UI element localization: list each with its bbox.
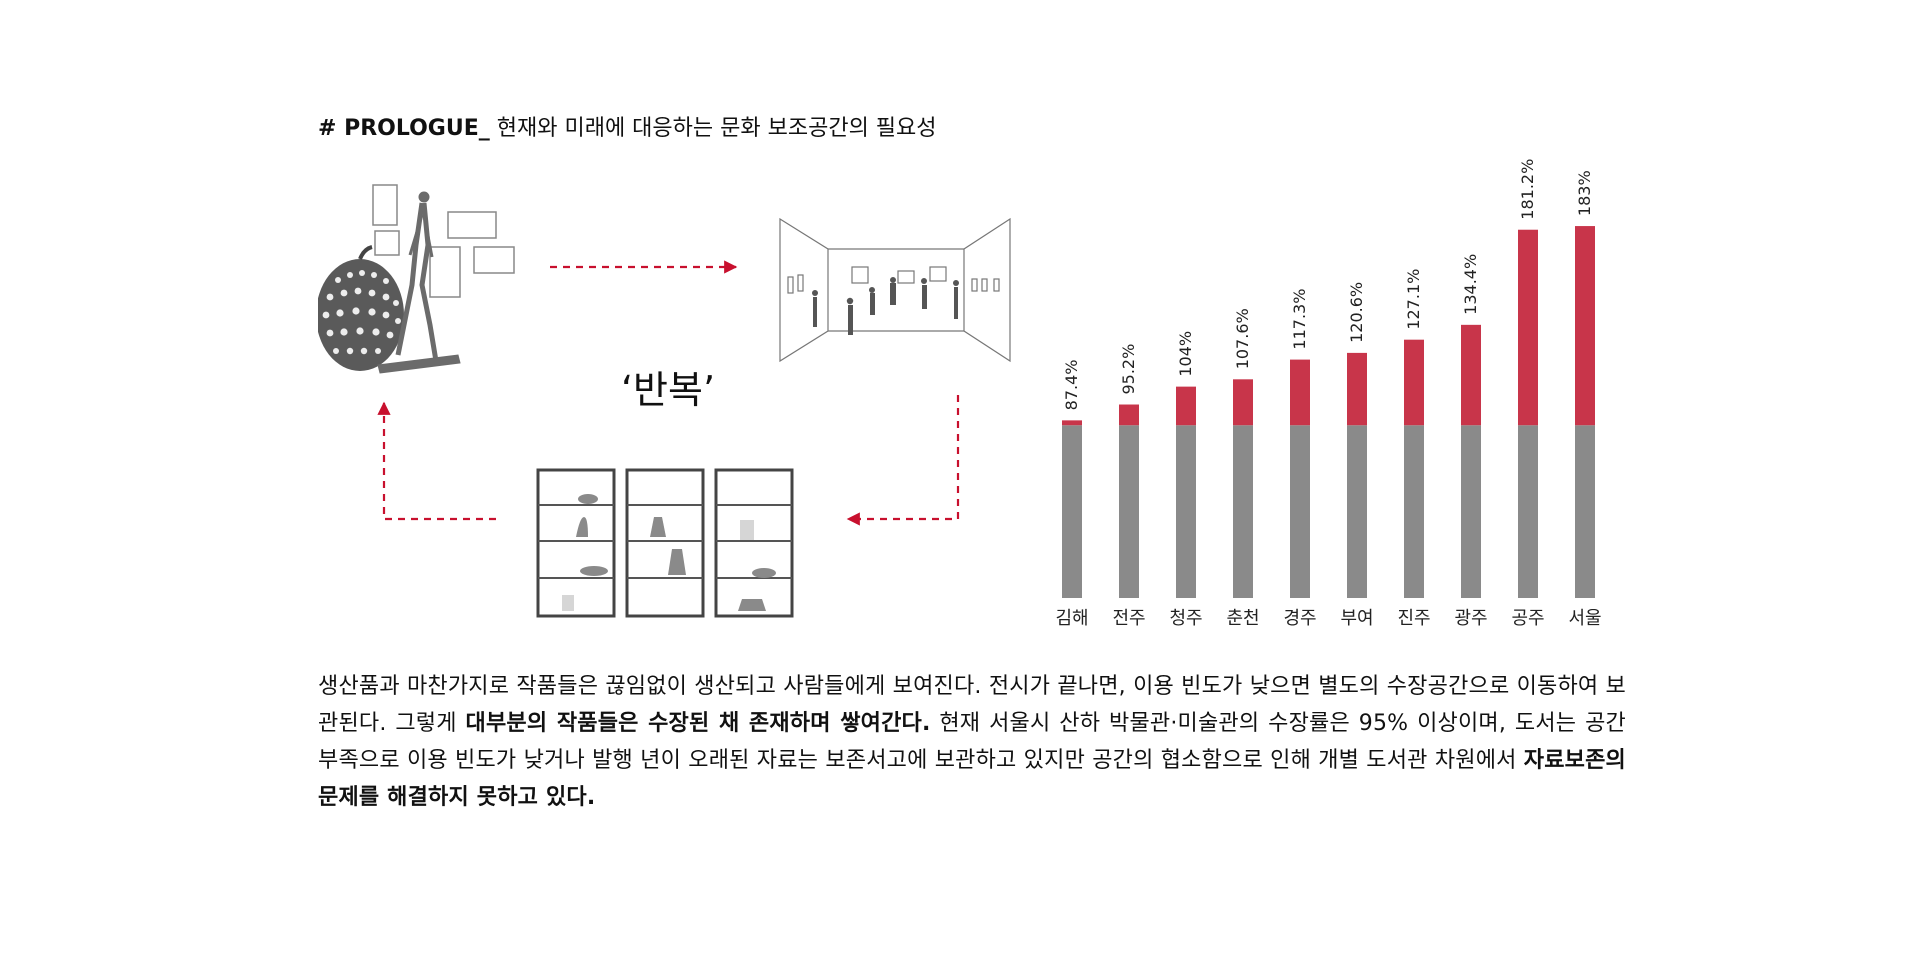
category-label-9: 서울	[1568, 608, 1601, 629]
bar-base-5	[1347, 425, 1367, 598]
bar-base-3	[1233, 425, 1253, 598]
bar-base-8	[1518, 425, 1538, 598]
category-label-1: 전주	[1112, 608, 1145, 629]
body-text-2: 현재 서울시 산하 박물관·미술관의 수장률은 95% 이상이며, 도서는 공간…	[318, 711, 1626, 773]
value-label-0: 87.4%	[1062, 360, 1081, 411]
bar-base-1	[1119, 425, 1139, 598]
value-label-5: 120.6%	[1347, 282, 1366, 343]
category-label-3: 춘천	[1226, 608, 1259, 629]
category-label-4: 경주	[1283, 608, 1316, 629]
category-label-8: 공주	[1511, 608, 1544, 629]
bar-excess-3	[1233, 379, 1253, 426]
chart-svg: 87.4% 김해 95.2% 전주 104% 청주 107.6% 춘천 117.3% 경주 120.…	[1055, 159, 1601, 629]
body-text-1: 생산품과 마찬가지로 작품들은 끊임없이 생산되고 사람들에게 보여진다. 전시…	[318, 674, 1626, 736]
storage-rate-chart: 87.4% 김해 95.2% 전주 104% 청주 107.6% 춘천 117.3% 경주 120.…	[1040, 150, 1620, 640]
bar-excess-8	[1518, 229, 1538, 426]
bar-excess-1	[1119, 404, 1139, 426]
storage-shelves-illustration	[536, 468, 794, 618]
bar-base-4	[1290, 425, 1310, 598]
category-label-5: 부여	[1340, 608, 1373, 629]
gallery-illustration	[779, 217, 1011, 363]
bar-base-2	[1176, 425, 1196, 598]
category-label-0: 김해	[1055, 608, 1088, 629]
value-label-9: 183%	[1575, 170, 1594, 216]
bar-excess-4	[1290, 359, 1310, 426]
bar-base-7	[1461, 425, 1481, 598]
value-label-3: 107.6%	[1233, 308, 1252, 369]
bar-base-0	[1062, 425, 1082, 598]
bar-excess-5	[1347, 352, 1367, 426]
body-paragraph: 생산품과 마찬가지로 작품들은 끊임없이 생산되고 사람들에게 보여진다. 전시…	[318, 668, 1626, 816]
page-heading: # PROLOGUE_ 현재와 미래에 대응하는 문화 보조공간의 필요성	[318, 110, 937, 142]
repetition-cycle-diagram: ‘반복’	[318, 175, 1038, 635]
value-label-1: 95.2%	[1119, 344, 1138, 395]
cycle-label: ‘반복’	[621, 368, 715, 412]
bar-base-9	[1575, 425, 1595, 598]
category-label-6: 진주	[1397, 608, 1430, 629]
body-bold-2: 자료보존의 문제를 해결하지 못하고 있다.	[318, 748, 1626, 810]
cycle-svg: ‘반복’	[318, 184, 1011, 618]
value-label-2: 104%	[1176, 331, 1195, 377]
bar-excess-0	[1062, 420, 1082, 426]
bar-excess-9	[1575, 226, 1595, 426]
heading-tag: # PROLOGUE_	[318, 116, 490, 141]
category-label-2: 청주	[1169, 608, 1202, 629]
value-label-7: 134.4%	[1461, 254, 1480, 315]
bar-excess-2	[1176, 386, 1196, 426]
category-label-7: 광주	[1454, 608, 1487, 629]
bar-excess-7	[1461, 324, 1481, 426]
artwork-illustration	[318, 184, 515, 374]
value-label-4: 117.3%	[1290, 289, 1309, 350]
bar-base-6	[1404, 425, 1424, 598]
cycle-arrows	[377, 260, 960, 526]
body-bold-1: 대부분의 작품들은 수장된 채 존재하며 쌓여간다.	[465, 711, 931, 736]
heading-title: 현재와 미래에 대응하는 문화 보조공간의 필요성	[496, 116, 937, 141]
bar-excess-6	[1404, 339, 1424, 426]
value-label-6: 127.1%	[1404, 269, 1423, 330]
value-label-8: 181.2%	[1518, 159, 1537, 220]
